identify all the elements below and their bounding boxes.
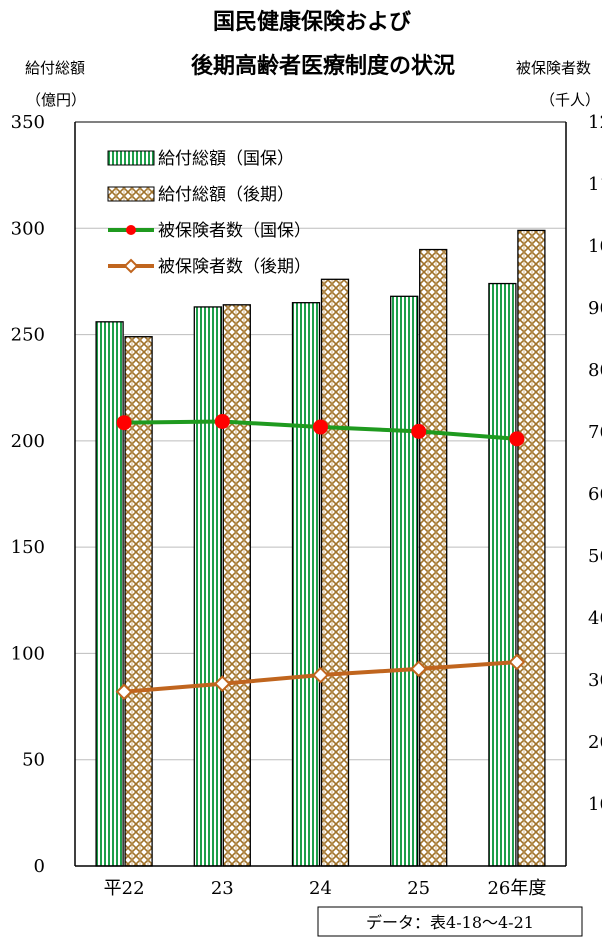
marker-kouki: [508, 653, 526, 671]
legend-marker: [123, 258, 139, 274]
right-tick-label: 20: [588, 732, 602, 753]
x-tick-label: 26年度: [487, 878, 546, 899]
source-note: データ：表4-18～4-21: [366, 913, 534, 932]
right-tick-label: 60: [588, 484, 602, 505]
legend-swatch: [107, 150, 155, 166]
bar-kokuho: [95, 321, 124, 867]
right-axis-unit: （千人）: [540, 91, 600, 109]
x-tick-label: 25: [407, 878, 430, 899]
lines: [115, 413, 526, 701]
chart-title-line2: 後期高齢者医療制度の状況: [191, 53, 455, 79]
axes: [74, 121, 567, 867]
right-tick-label: 100: [588, 236, 602, 257]
bar-kokuho: [193, 306, 222, 867]
legend: 給付総額（国保） 給付総額（後期） 被保険者数（国保） 被保険者数（後期）: [107, 149, 311, 277]
marker-kokuho: [214, 413, 230, 429]
bar-kouki: [320, 278, 350, 867]
marker-kokuho: [411, 423, 427, 439]
marker-kouki: [115, 683, 133, 701]
left-tick-label: 350: [11, 112, 45, 133]
x-tick-label: 23: [211, 878, 234, 899]
right-axis-label: 被保険者数: [516, 59, 591, 77]
right-tick-label: 50: [588, 546, 602, 567]
marker-kokuho: [116, 415, 132, 431]
left-tick-label: 200: [11, 431, 45, 452]
bar-kouki: [222, 304, 251, 867]
marker-kouki: [312, 666, 329, 684]
right-tick-label: 80: [588, 360, 602, 381]
legend-label: 被保険者数（後期）: [158, 257, 311, 277]
x-tick-label: 24: [309, 878, 332, 899]
left-tick-label: 250: [11, 325, 45, 346]
left-tick-label: 150: [11, 537, 45, 558]
legend-marker: [126, 225, 136, 235]
source-note-box: [317, 906, 583, 937]
legend-swatch: [107, 186, 155, 202]
right-tick-label: 120: [588, 112, 602, 133]
legend-label: 被保険者数（国保）: [158, 221, 311, 241]
marker-kokuho: [509, 431, 525, 447]
left-tick-label: 100: [11, 643, 45, 664]
bars: [95, 229, 546, 867]
left-tick-label: 300: [11, 218, 45, 239]
right-tick-label: 30: [588, 670, 602, 691]
tick-labels: 0 50 100 150 200 250 300 350 10 20 30 40 50 60 70 80 90 1…: [11, 112, 602, 899]
bar-kokuho: [488, 282, 517, 867]
x-tick-label: 平22: [104, 878, 145, 899]
chart-title-line1: 国民健康保険および: [213, 9, 411, 35]
bar-kouki: [419, 248, 448, 867]
marker-kouki: [213, 675, 231, 693]
bar-kokuho: [390, 295, 419, 867]
legend-label: 給付総額（国保）: [158, 149, 294, 169]
right-tick-label: 70: [588, 422, 602, 443]
left-tick-label: 50: [22, 750, 45, 771]
right-tick-label: 40: [588, 608, 602, 629]
bar-kouki: [124, 336, 153, 867]
left-tick-label: 0: [34, 856, 45, 877]
right-tick-label: 110: [588, 174, 602, 195]
left-axis-label: 給付総額: [25, 59, 85, 77]
left-axis-unit: （億円）: [26, 91, 86, 109]
right-tick-label: 10: [588, 794, 602, 815]
marker-kouki: [410, 660, 428, 678]
bar-kokuho: [291, 302, 321, 867]
marker-kokuho: [313, 419, 328, 435]
right-tick-label: 90: [588, 298, 602, 319]
bar-kouki: [517, 229, 546, 867]
legend-label: 給付総額（後期）: [158, 185, 294, 205]
